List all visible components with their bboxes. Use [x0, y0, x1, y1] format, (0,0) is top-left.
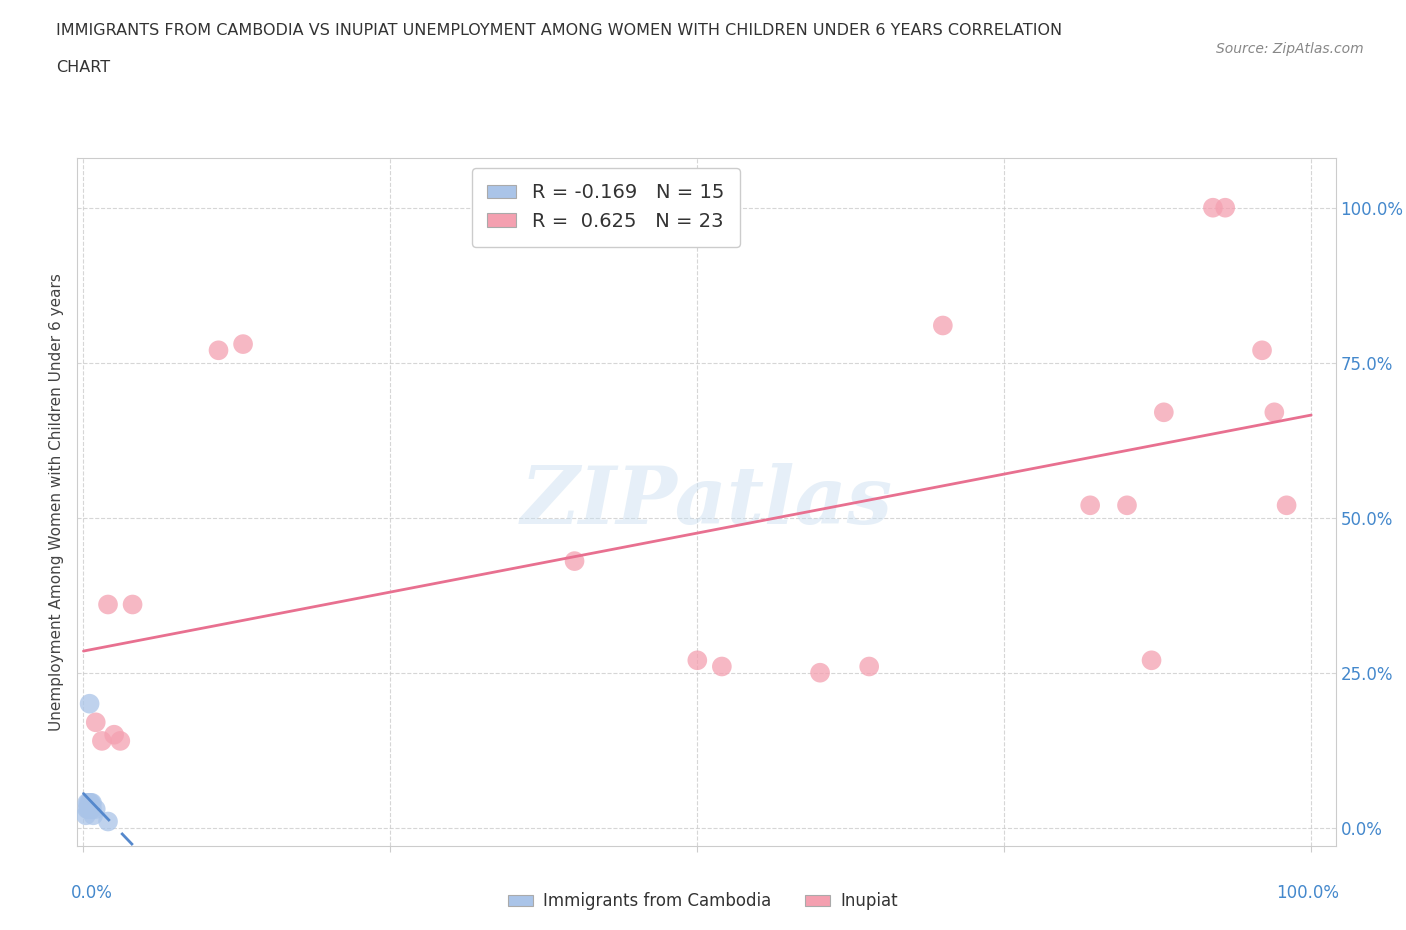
Text: IMMIGRANTS FROM CAMBODIA VS INUPIAT UNEMPLOYMENT AMONG WOMEN WITH CHILDREN UNDER: IMMIGRANTS FROM CAMBODIA VS INUPIAT UNEM…: [56, 23, 1063, 38]
Point: [90, 734, 112, 749]
Point: [82, 808, 104, 823]
Point: [77, 795, 100, 810]
Text: ZIPatlas: ZIPatlas: [520, 463, 893, 541]
Point: [79, 697, 101, 711]
Point: [710, 659, 733, 674]
Legend: R = -0.169   N = 15, R =  0.625   N = 23: R = -0.169 N = 15, R = 0.625 N = 23: [472, 167, 740, 246]
Point: [97, 597, 120, 612]
Point: [121, 597, 143, 612]
Text: 100.0%: 100.0%: [1277, 884, 1340, 902]
Legend: Immigrants from Cambodia, Inupiat: Immigrants from Cambodia, Inupiat: [502, 885, 904, 917]
Point: [76, 795, 98, 810]
Point: [1213, 200, 1236, 215]
Point: [80, 802, 103, 817]
Point: [110, 734, 132, 749]
Point: [1078, 498, 1101, 512]
Point: [564, 553, 586, 568]
Point: [686, 653, 709, 668]
Point: [1202, 200, 1225, 215]
Point: [1275, 498, 1298, 512]
Point: [75, 808, 97, 823]
Point: [1153, 405, 1175, 419]
Text: Source: ZipAtlas.com: Source: ZipAtlas.com: [1216, 42, 1364, 56]
Point: [1263, 405, 1285, 419]
Point: [79, 795, 101, 810]
Point: [76, 802, 98, 817]
Point: [858, 659, 880, 674]
Y-axis label: Unemployment Among Women with Children Under 6 years: Unemployment Among Women with Children U…: [49, 273, 65, 731]
Point: [1251, 343, 1274, 358]
Point: [232, 337, 254, 352]
Point: [103, 727, 125, 742]
Point: [1116, 498, 1139, 512]
Point: [97, 814, 120, 829]
Point: [80, 802, 103, 817]
Text: CHART: CHART: [56, 60, 110, 75]
Point: [80, 795, 103, 810]
Point: [932, 318, 955, 333]
Point: [1140, 653, 1163, 668]
Point: [80, 795, 103, 810]
Point: [79, 802, 101, 817]
Point: [84, 715, 107, 730]
Point: [84, 802, 107, 817]
Point: [77, 802, 100, 817]
Point: [207, 343, 229, 358]
Text: 0.0%: 0.0%: [72, 884, 112, 902]
Point: [808, 665, 831, 680]
